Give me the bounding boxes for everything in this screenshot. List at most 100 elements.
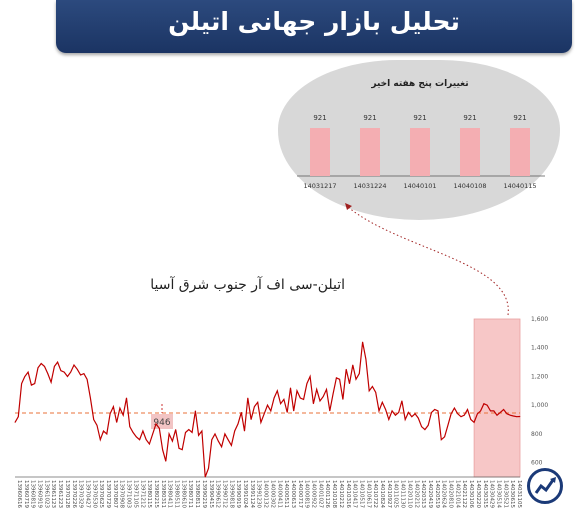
data-point bbox=[424, 429, 426, 430]
data-point bbox=[473, 422, 475, 423]
data-point bbox=[234, 430, 236, 432]
data-point bbox=[40, 363, 42, 364]
data-point bbox=[99, 439, 101, 441]
data-point bbox=[326, 389, 327, 390]
x-tick-label: 14030521 bbox=[502, 480, 508, 508]
x-tick-label: 13960719 bbox=[23, 480, 29, 508]
data-point bbox=[411, 416, 413, 418]
data-point bbox=[86, 378, 88, 380]
data-point bbox=[244, 430, 245, 432]
x-tick-label: 14020519 bbox=[434, 480, 440, 508]
data-point bbox=[116, 422, 118, 423]
x-tick-label: 13990612 bbox=[215, 480, 221, 508]
y-tick-label: 800 bbox=[531, 431, 543, 438]
data-point bbox=[336, 377, 337, 379]
data-point bbox=[431, 412, 432, 413]
data-point bbox=[398, 412, 400, 413]
data-point bbox=[221, 446, 223, 448]
data-point bbox=[417, 417, 419, 419]
bar-category-label: 14031217 bbox=[303, 182, 336, 190]
data-point bbox=[332, 393, 334, 395]
data-point bbox=[306, 383, 308, 384]
x-tick-label: 13990919 bbox=[235, 480, 241, 508]
data-point bbox=[27, 371, 29, 373]
data-point bbox=[293, 410, 295, 412]
data-point bbox=[168, 433, 170, 435]
data-point bbox=[401, 400, 403, 402]
x-tick-label: 13970329 bbox=[78, 480, 84, 508]
data-point bbox=[483, 403, 485, 405]
data-point bbox=[96, 424, 98, 426]
data-point bbox=[493, 410, 495, 412]
x-tick-label: 13990712 bbox=[222, 480, 228, 508]
data-point bbox=[155, 423, 157, 425]
data-point bbox=[135, 436, 137, 438]
data-point bbox=[509, 414, 511, 416]
bar bbox=[310, 128, 330, 176]
data-point bbox=[444, 436, 445, 438]
data-point bbox=[145, 439, 147, 441]
data-point bbox=[447, 424, 449, 426]
y-tick-label: 1,400 bbox=[531, 345, 548, 352]
data-point bbox=[63, 371, 65, 373]
data-point bbox=[290, 387, 291, 389]
data-point bbox=[506, 413, 508, 415]
data-point bbox=[247, 397, 249, 399]
data-point bbox=[499, 412, 501, 413]
x-tick-label: 14020313 bbox=[420, 480, 426, 508]
x-tick-label: 14021122 bbox=[461, 480, 467, 508]
data-point bbox=[254, 406, 255, 407]
x-tick-label: 14020624 bbox=[441, 480, 447, 508]
data-point bbox=[188, 429, 190, 430]
bar-category-label: 14031224 bbox=[353, 182, 386, 190]
data-point bbox=[263, 413, 265, 415]
data-point bbox=[372, 386, 373, 387]
x-tick-label: 13971003 bbox=[126, 480, 132, 508]
bar-category-label: 14040108 bbox=[453, 182, 486, 190]
x-tick-label: 14000613 bbox=[290, 480, 296, 508]
data-point bbox=[404, 419, 406, 420]
x-tick-label: 13961223 bbox=[57, 480, 63, 508]
x-tick-label: 14020110 bbox=[406, 480, 412, 508]
data-point bbox=[217, 440, 219, 442]
reference-label: 946 bbox=[153, 418, 170, 428]
data-point bbox=[57, 361, 58, 363]
data-point bbox=[270, 410, 272, 412]
x-tick-label: 14030429 bbox=[489, 480, 495, 508]
data-point bbox=[378, 410, 380, 412]
x-tick-label: 14011025 bbox=[393, 480, 399, 508]
data-point bbox=[516, 416, 518, 418]
x-tick-label: 13970908 bbox=[119, 480, 125, 508]
bar-category-label: 14040115 bbox=[503, 182, 536, 190]
data-point bbox=[14, 422, 16, 423]
x-tick-label: 14030315 bbox=[482, 480, 488, 508]
y-tick-label: 600 bbox=[531, 460, 543, 467]
data-point bbox=[122, 414, 124, 416]
data-point bbox=[250, 419, 252, 420]
data-point bbox=[421, 426, 422, 428]
data-point bbox=[460, 416, 462, 418]
x-tick-label: 14011130 bbox=[400, 480, 406, 508]
data-point bbox=[437, 410, 439, 412]
data-point bbox=[375, 391, 377, 393]
data-point bbox=[175, 429, 177, 430]
callout-connector bbox=[347, 206, 509, 316]
x-tick-label: 13970807 bbox=[112, 480, 118, 508]
bar-chart-title: تغییرات پنج هفته اخیر bbox=[371, 79, 469, 89]
bar bbox=[460, 128, 480, 176]
data-point bbox=[204, 476, 206, 478]
x-tick-label: 13971105 bbox=[132, 480, 138, 508]
x-tick-label: 13991124 bbox=[249, 480, 255, 508]
data-point bbox=[237, 423, 239, 425]
bar bbox=[360, 128, 380, 176]
x-tick-label: 13980511 bbox=[174, 480, 180, 508]
data-point bbox=[454, 407, 455, 409]
x-tick-label: 14000511 bbox=[283, 480, 289, 508]
y-tick-label: 1,200 bbox=[531, 373, 548, 380]
x-tick-label: 14000302 bbox=[269, 480, 275, 508]
data-point bbox=[90, 397, 91, 399]
data-point bbox=[44, 366, 45, 367]
data-point bbox=[391, 410, 393, 412]
data-point bbox=[129, 426, 131, 428]
